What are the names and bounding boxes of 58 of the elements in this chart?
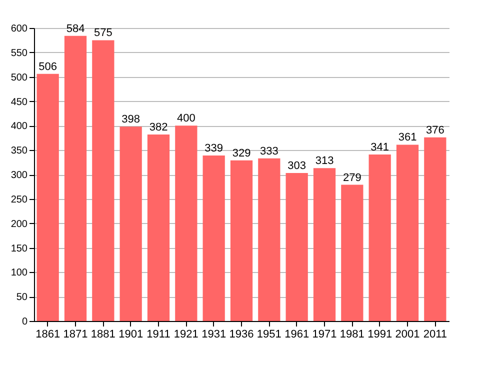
- bar: [64, 36, 87, 321]
- y-tick-label: 0: [22, 316, 28, 328]
- bar: [286, 173, 308, 321]
- y-tick-label: 200: [10, 218, 28, 230]
- y-tick-label: 450: [10, 96, 28, 108]
- data-label: 313: [315, 155, 334, 168]
- y-tick-label: 150: [10, 243, 28, 254]
- x-tick-label: 1931: [202, 328, 226, 340]
- y-tick-label: 250: [10, 194, 28, 206]
- data-label: 303: [288, 160, 306, 172]
- bar: [36, 74, 59, 321]
- x-tick-label: 1981: [340, 328, 364, 340]
- x-tick-label: 1871: [63, 328, 88, 340]
- data-label: 333: [260, 145, 278, 158]
- bar: [230, 160, 253, 321]
- y-tick-label: 600: [10, 24, 28, 34]
- bar: [147, 134, 170, 321]
- data-label: 341: [370, 141, 390, 154]
- bar: [341, 184, 364, 321]
- data-label: 339: [204, 142, 224, 154]
- data-label: 584: [66, 22, 85, 35]
- x-tick-label: 1936: [229, 328, 254, 340]
- data-label: 400: [176, 112, 196, 125]
- bar: [313, 168, 336, 321]
- bar: [258, 158, 280, 321]
- data-label: 376: [426, 124, 444, 136]
- data-label: 361: [398, 132, 417, 144]
- x-tick-label: 1921: [174, 328, 198, 340]
- bar: [175, 126, 198, 321]
- x-tick-label: 1951: [256, 328, 282, 340]
- bar: [120, 126, 142, 321]
- bar: [202, 155, 225, 321]
- x-tick-label: 2011: [423, 328, 447, 340]
- x-tick-label: 1971: [312, 328, 337, 340]
- bar: [368, 154, 391, 321]
- y-tick-label: 500: [10, 72, 28, 84]
- y-tick-label: 350: [10, 146, 28, 157]
- data-label: 329: [232, 147, 251, 160]
- x-tick-label: 1991: [368, 328, 392, 340]
- y-tick-label: 50: [16, 292, 28, 304]
- bar: [424, 137, 446, 321]
- x-tick-label: 2001: [395, 328, 420, 340]
- y-tick-label: 550: [10, 48, 28, 59]
- data-label: 398: [122, 114, 140, 126]
- x-tick-label: 1901: [118, 328, 144, 340]
- x-tick-label: 1961: [284, 328, 310, 340]
- data-label: 279: [342, 172, 362, 184]
- y-tick-label: 300: [10, 170, 28, 181]
- y-tick-label: 400: [10, 121, 28, 132]
- data-label: 506: [38, 60, 58, 73]
- data-label: 382: [149, 121, 168, 134]
- bar: [396, 144, 419, 321]
- y-tick-label: 100: [10, 268, 28, 279]
- data-label: 575: [94, 27, 112, 40]
- bar: [92, 40, 114, 321]
- x-tick-label: 1881: [90, 328, 116, 340]
- x-tick-label: 1861: [36, 328, 60, 340]
- x-tick-label: 1911: [146, 328, 170, 340]
